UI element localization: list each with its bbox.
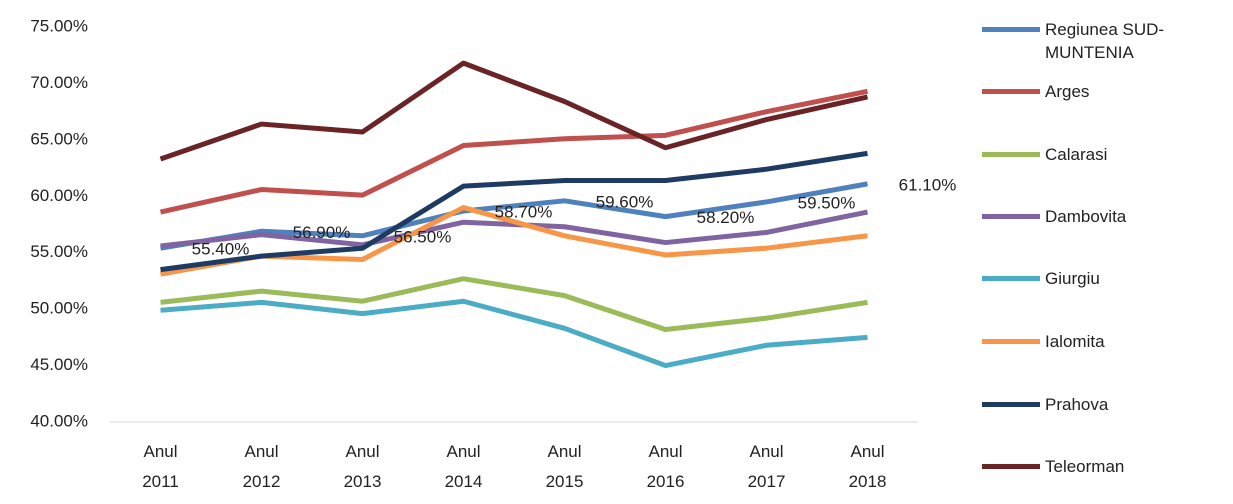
legend-swatch bbox=[982, 152, 1040, 157]
y-tick-label: 50.00% bbox=[30, 299, 88, 318]
y-tick-label: 45.00% bbox=[30, 355, 88, 374]
y-tick-label: 65.00% bbox=[30, 129, 88, 148]
legend-item: Arges bbox=[982, 80, 1195, 103]
data-label: 58.20% bbox=[697, 208, 755, 227]
legend-label: Arges bbox=[1045, 82, 1090, 101]
data-label: 55.40% bbox=[192, 240, 250, 259]
series-line bbox=[160, 276, 868, 332]
legend-item: Regiunea SUD-MUNTENIA bbox=[982, 18, 1195, 64]
legend-swatch bbox=[982, 464, 1040, 469]
legend-label: Giurgiu bbox=[1045, 269, 1100, 288]
x-tick-label: Anul 2016 bbox=[646, 442, 685, 491]
y-tick-label: 40.00% bbox=[30, 411, 88, 430]
legend-label: Dambovita bbox=[1045, 207, 1127, 226]
series-line bbox=[160, 150, 868, 273]
data-label: 56.90% bbox=[293, 223, 351, 242]
legend-item: Calarasi bbox=[982, 143, 1195, 166]
x-tick-label: Anul 2018 bbox=[848, 442, 887, 491]
series-line bbox=[160, 298, 868, 369]
x-tick-label: Anul 2014 bbox=[444, 442, 483, 491]
legend-label: Teleorman bbox=[1045, 457, 1125, 476]
series-line bbox=[159, 60, 869, 162]
series-line bbox=[159, 88, 868, 215]
data-label: 59.50% bbox=[798, 193, 856, 212]
legend-item: Prahova bbox=[982, 393, 1195, 416]
legend-swatch bbox=[982, 27, 1040, 32]
data-label: 61.10% bbox=[899, 175, 957, 194]
y-tick-label: 55.00% bbox=[30, 242, 88, 261]
legend-item: Ialomita bbox=[982, 330, 1195, 353]
legend-item: Giurgiu bbox=[982, 267, 1195, 290]
x-tick-label: Anul 2012 bbox=[242, 442, 281, 491]
data-label: 56.50% bbox=[394, 227, 452, 246]
legend-swatch bbox=[982, 276, 1040, 281]
x-tick-label: Anul 2013 bbox=[343, 442, 382, 491]
legend-item: Teleorman bbox=[982, 455, 1195, 478]
data-label: 58.70% bbox=[495, 202, 553, 221]
legend-swatch bbox=[982, 339, 1040, 344]
series-line bbox=[160, 181, 868, 251]
legend-swatch bbox=[982, 89, 1040, 94]
x-tick-label: Anul 2017 bbox=[747, 442, 786, 491]
y-tick-label: 75.00% bbox=[30, 16, 88, 35]
legend-item: Dambovita bbox=[982, 205, 1195, 228]
data-label: 59.60% bbox=[596, 192, 654, 211]
legend-label: Prahova bbox=[1045, 395, 1109, 414]
legend-label: Calarasi bbox=[1045, 145, 1108, 164]
legend-label: Ialomita bbox=[1045, 332, 1105, 351]
legend-swatch bbox=[982, 402, 1040, 407]
x-tick-label: Anul 2015 bbox=[545, 442, 584, 491]
series-line bbox=[160, 209, 868, 249]
legend-swatch bbox=[982, 214, 1040, 219]
legend-label: Regiunea SUD-MUNTENIA bbox=[1045, 20, 1165, 62]
y-tick-label: 60.00% bbox=[30, 186, 88, 205]
y-tick-label: 70.00% bbox=[30, 73, 88, 92]
x-tick-label: Anul 2011 bbox=[142, 442, 179, 491]
